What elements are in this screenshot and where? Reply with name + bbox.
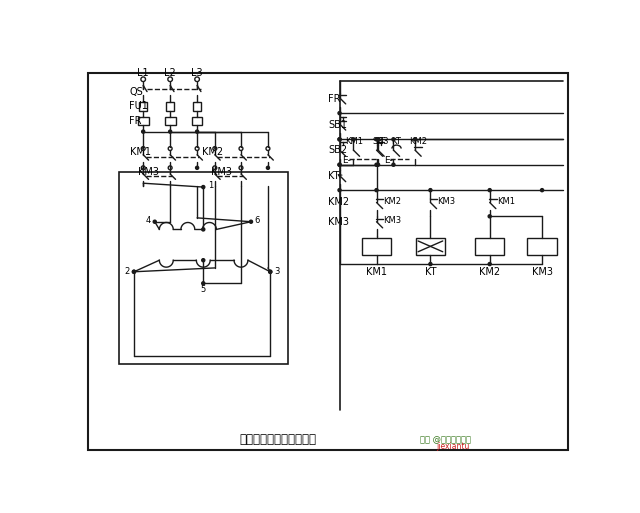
- Text: FU1: FU1: [129, 101, 148, 111]
- Bar: [416, 238, 445, 255]
- Bar: [138, 117, 148, 126]
- Text: KM1: KM1: [130, 147, 151, 157]
- Text: KT: KT: [374, 137, 385, 146]
- Bar: [118, 172, 288, 364]
- Circle shape: [141, 130, 145, 133]
- Bar: [166, 103, 174, 111]
- Circle shape: [338, 138, 341, 141]
- Bar: [164, 117, 175, 126]
- Circle shape: [392, 138, 395, 141]
- Circle shape: [338, 189, 341, 192]
- Text: KM1: KM1: [497, 197, 515, 206]
- Circle shape: [202, 228, 205, 231]
- Text: SB2: SB2: [328, 145, 347, 155]
- Text: E-: E-: [384, 156, 393, 165]
- Text: 5: 5: [200, 285, 206, 294]
- Text: QS: QS: [129, 87, 143, 96]
- Text: KM2: KM2: [383, 197, 401, 206]
- Text: KM2: KM2: [202, 147, 223, 157]
- Text: KM1: KM1: [345, 137, 363, 146]
- Text: SB1: SB1: [328, 120, 347, 130]
- Text: SB3: SB3: [373, 137, 389, 146]
- Circle shape: [376, 163, 380, 166]
- Circle shape: [488, 189, 492, 192]
- Text: jiexiantu: jiexiantu: [436, 442, 469, 451]
- Text: KT: KT: [328, 171, 339, 181]
- Text: KM3: KM3: [328, 216, 349, 227]
- Text: KM3: KM3: [383, 216, 401, 225]
- Text: KM2: KM2: [409, 137, 427, 146]
- Bar: [193, 103, 201, 111]
- Text: KM3: KM3: [532, 267, 552, 277]
- Circle shape: [392, 163, 395, 166]
- Bar: [527, 238, 557, 255]
- Text: 头条 @象棋智能制造: 头条 @象棋智能制造: [420, 435, 472, 444]
- Text: KM1: KM1: [366, 267, 387, 277]
- Text: 2: 2: [124, 267, 129, 277]
- Text: KM3: KM3: [138, 167, 159, 176]
- Circle shape: [338, 163, 341, 166]
- Circle shape: [266, 166, 269, 169]
- Circle shape: [541, 189, 543, 192]
- Text: FR: FR: [129, 116, 142, 126]
- Text: 1: 1: [208, 181, 213, 190]
- Circle shape: [376, 138, 380, 141]
- Text: 4: 4: [146, 215, 151, 225]
- Bar: [362, 238, 391, 255]
- Text: KT: KT: [392, 137, 401, 146]
- Circle shape: [488, 263, 492, 266]
- Circle shape: [269, 270, 272, 273]
- Circle shape: [375, 189, 378, 192]
- Bar: [192, 117, 202, 126]
- Circle shape: [352, 138, 355, 141]
- Circle shape: [196, 130, 198, 133]
- Circle shape: [202, 282, 205, 285]
- Circle shape: [132, 270, 136, 273]
- Circle shape: [196, 166, 198, 169]
- Text: E-: E-: [342, 156, 351, 165]
- Text: L3: L3: [191, 68, 203, 78]
- Circle shape: [168, 130, 172, 133]
- Circle shape: [202, 186, 205, 189]
- Text: 双速电动机调速控制线路: 双速电动机调速控制线路: [239, 433, 316, 446]
- Text: KM3: KM3: [437, 197, 456, 206]
- Circle shape: [250, 220, 253, 223]
- Text: KM3: KM3: [211, 167, 232, 176]
- Circle shape: [375, 138, 378, 141]
- Circle shape: [338, 163, 341, 166]
- Circle shape: [153, 220, 156, 223]
- Bar: [475, 238, 504, 255]
- Circle shape: [413, 138, 417, 141]
- Text: KM2: KM2: [328, 198, 349, 207]
- Text: FR: FR: [328, 93, 340, 104]
- Text: KT: KT: [425, 267, 436, 277]
- Text: L2: L2: [164, 68, 176, 78]
- Circle shape: [429, 189, 432, 192]
- Circle shape: [338, 138, 341, 141]
- Circle shape: [488, 215, 492, 218]
- Circle shape: [375, 163, 378, 166]
- Bar: [140, 103, 147, 111]
- Text: L1: L1: [138, 68, 149, 78]
- Text: 6: 6: [255, 215, 260, 225]
- Text: 3: 3: [274, 267, 280, 277]
- Circle shape: [202, 259, 205, 262]
- Circle shape: [338, 112, 341, 115]
- Circle shape: [429, 263, 432, 266]
- Circle shape: [269, 270, 272, 273]
- Circle shape: [132, 270, 136, 273]
- Text: KM2: KM2: [479, 267, 500, 277]
